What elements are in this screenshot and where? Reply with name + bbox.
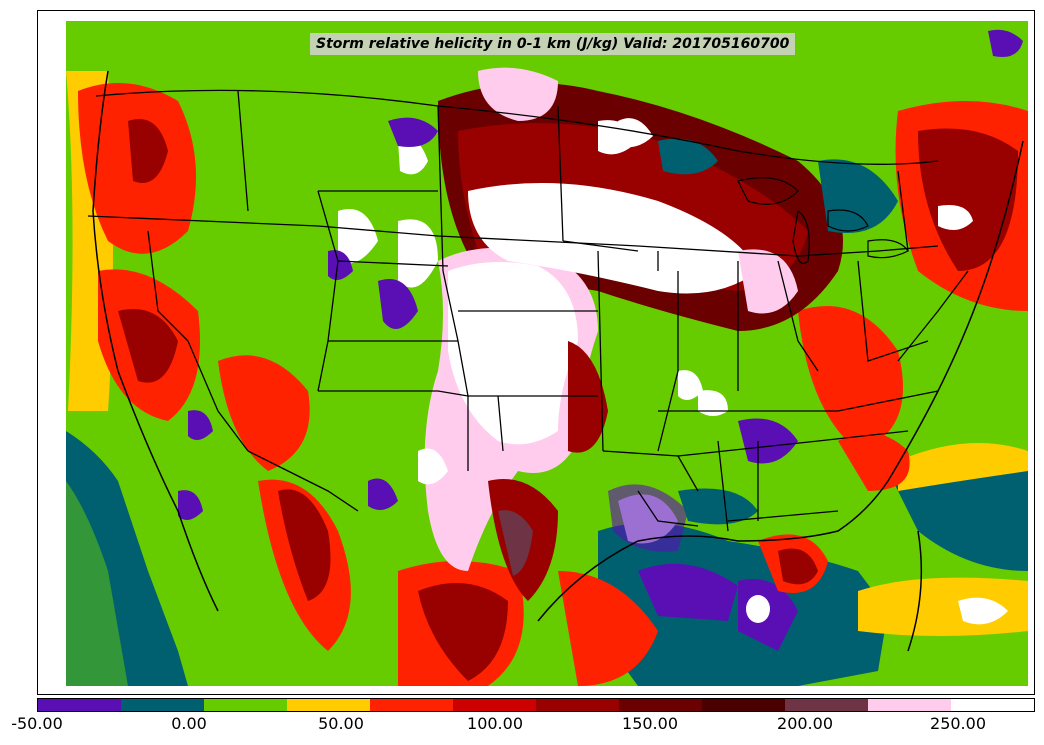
map-frame: Storm relative helicity in 0-1 km (J/kg)… xyxy=(37,10,1035,695)
colorbar-segment xyxy=(868,699,951,711)
helicity-map xyxy=(38,11,1034,694)
colorbar-tick-label: -50.00 xyxy=(11,714,63,733)
colorbar-segment xyxy=(785,699,868,711)
great-lakes xyxy=(737,177,909,265)
colorbar-segment xyxy=(38,699,121,711)
coastlines xyxy=(92,70,1024,652)
colorbar-tick-label: 100.00 xyxy=(467,714,523,733)
colorbar-segment xyxy=(121,699,204,711)
colorbar-tick-label: 200.00 xyxy=(777,714,833,733)
colorbar-segment xyxy=(619,699,702,711)
colorbar-segment xyxy=(204,699,287,711)
colorbar xyxy=(37,698,1035,712)
colorbar-segment xyxy=(453,699,536,711)
colorbar-tick-label: 150.00 xyxy=(622,714,678,733)
map-title: Storm relative helicity in 0-1 km (J/kg)… xyxy=(310,33,796,55)
colorbar-segment xyxy=(370,699,453,711)
colorbar-segment xyxy=(536,699,619,711)
state-boundaries xyxy=(87,89,969,532)
colorbar-segment xyxy=(702,699,785,711)
colorbar-tick-label: 250.00 xyxy=(930,714,986,733)
colorbar-tick-label: 50.00 xyxy=(318,714,364,733)
colorbar-tick-label: 0.00 xyxy=(171,714,207,733)
colorbar-segment xyxy=(287,699,370,711)
colorbar-segment xyxy=(951,699,1034,711)
